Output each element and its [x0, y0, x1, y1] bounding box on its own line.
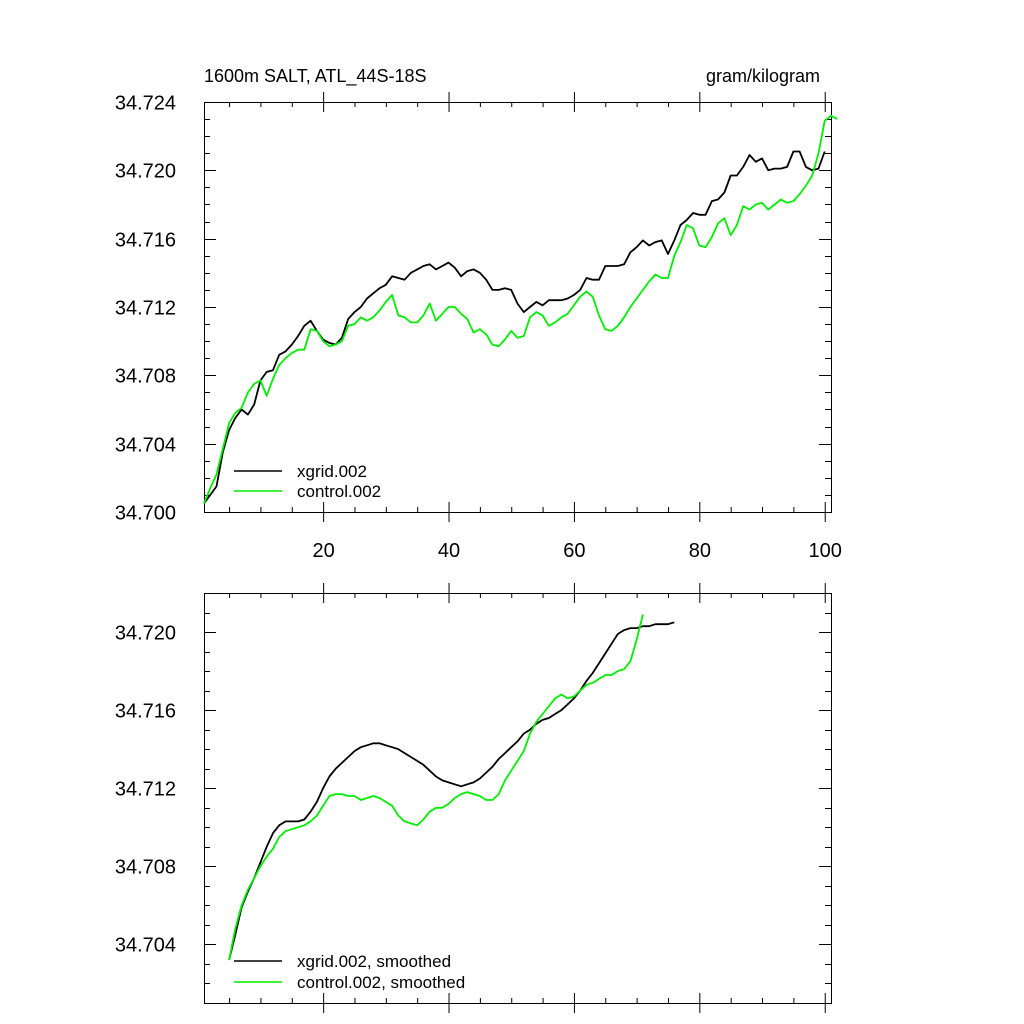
bottom-series-lines [228, 614, 675, 961]
series-line-control [203, 114, 838, 504]
y-tick-label: 34.720 [115, 623, 176, 645]
bottom-smoothed-panel: 34.704 34.708 34.712 34.716 34.720 xgrid.002… [115, 583, 832, 1013]
y-tick-label: 34.704 [115, 935, 176, 957]
bottom-axis-ticks: 34.704 34.708 34.712 34.716 34.720 [115, 583, 831, 1013]
y-tick-label: 34.704 [115, 435, 176, 457]
series-line-xgrid [228, 621, 675, 961]
x-tick-label: 100 [809, 540, 842, 562]
top-plot-frame [204, 102, 832, 513]
y-tick-label: 34.716 [115, 230, 176, 252]
series-line-control [228, 614, 644, 961]
x-tick-label: 80 [689, 540, 711, 562]
y-tick-label: 34.708 [115, 857, 176, 879]
bottom-legend-label-control: control.002, smoothed [297, 973, 465, 992]
top-panel-units: gram/kilogram [706, 66, 820, 86]
y-tick-label: 34.716 [115, 701, 176, 723]
top-legend: xgrid.002 control.002 [234, 462, 381, 501]
top-axis-ticks: 20 40 60 80 100 34.700 34.704 34.708 34.712 34.71… [115, 92, 842, 562]
top-series-lines [203, 114, 838, 505]
top-salinity-panel: 1600m SALT, ATL_44S-18S gram/kilogram 20… [115, 66, 842, 562]
top-panel-title: 1600m SALT, ATL_44S-18S [204, 66, 426, 87]
top-legend-label-xgrid: xgrid.002 [297, 462, 367, 481]
x-tick-label: 20 [313, 540, 335, 562]
y-tick-label: 34.720 [115, 161, 176, 183]
top-legend-label-control: control.002 [297, 482, 381, 501]
y-tick-label: 34.724 [115, 93, 176, 115]
y-tick-label: 34.700 [115, 503, 176, 525]
y-tick-label: 34.712 [115, 298, 176, 320]
bottom-plot-frame [204, 593, 832, 1004]
x-tick-label: 40 [438, 540, 460, 562]
y-tick-label: 34.708 [115, 366, 176, 388]
bottom-legend-label-xgrid: xgrid.002, smoothed [297, 952, 451, 971]
series-line-xgrid [203, 150, 826, 505]
y-tick-label: 34.712 [115, 779, 176, 801]
x-tick-label: 60 [563, 540, 585, 562]
bottom-legend: xgrid.002, smoothed control.002, smoothe… [234, 952, 465, 992]
